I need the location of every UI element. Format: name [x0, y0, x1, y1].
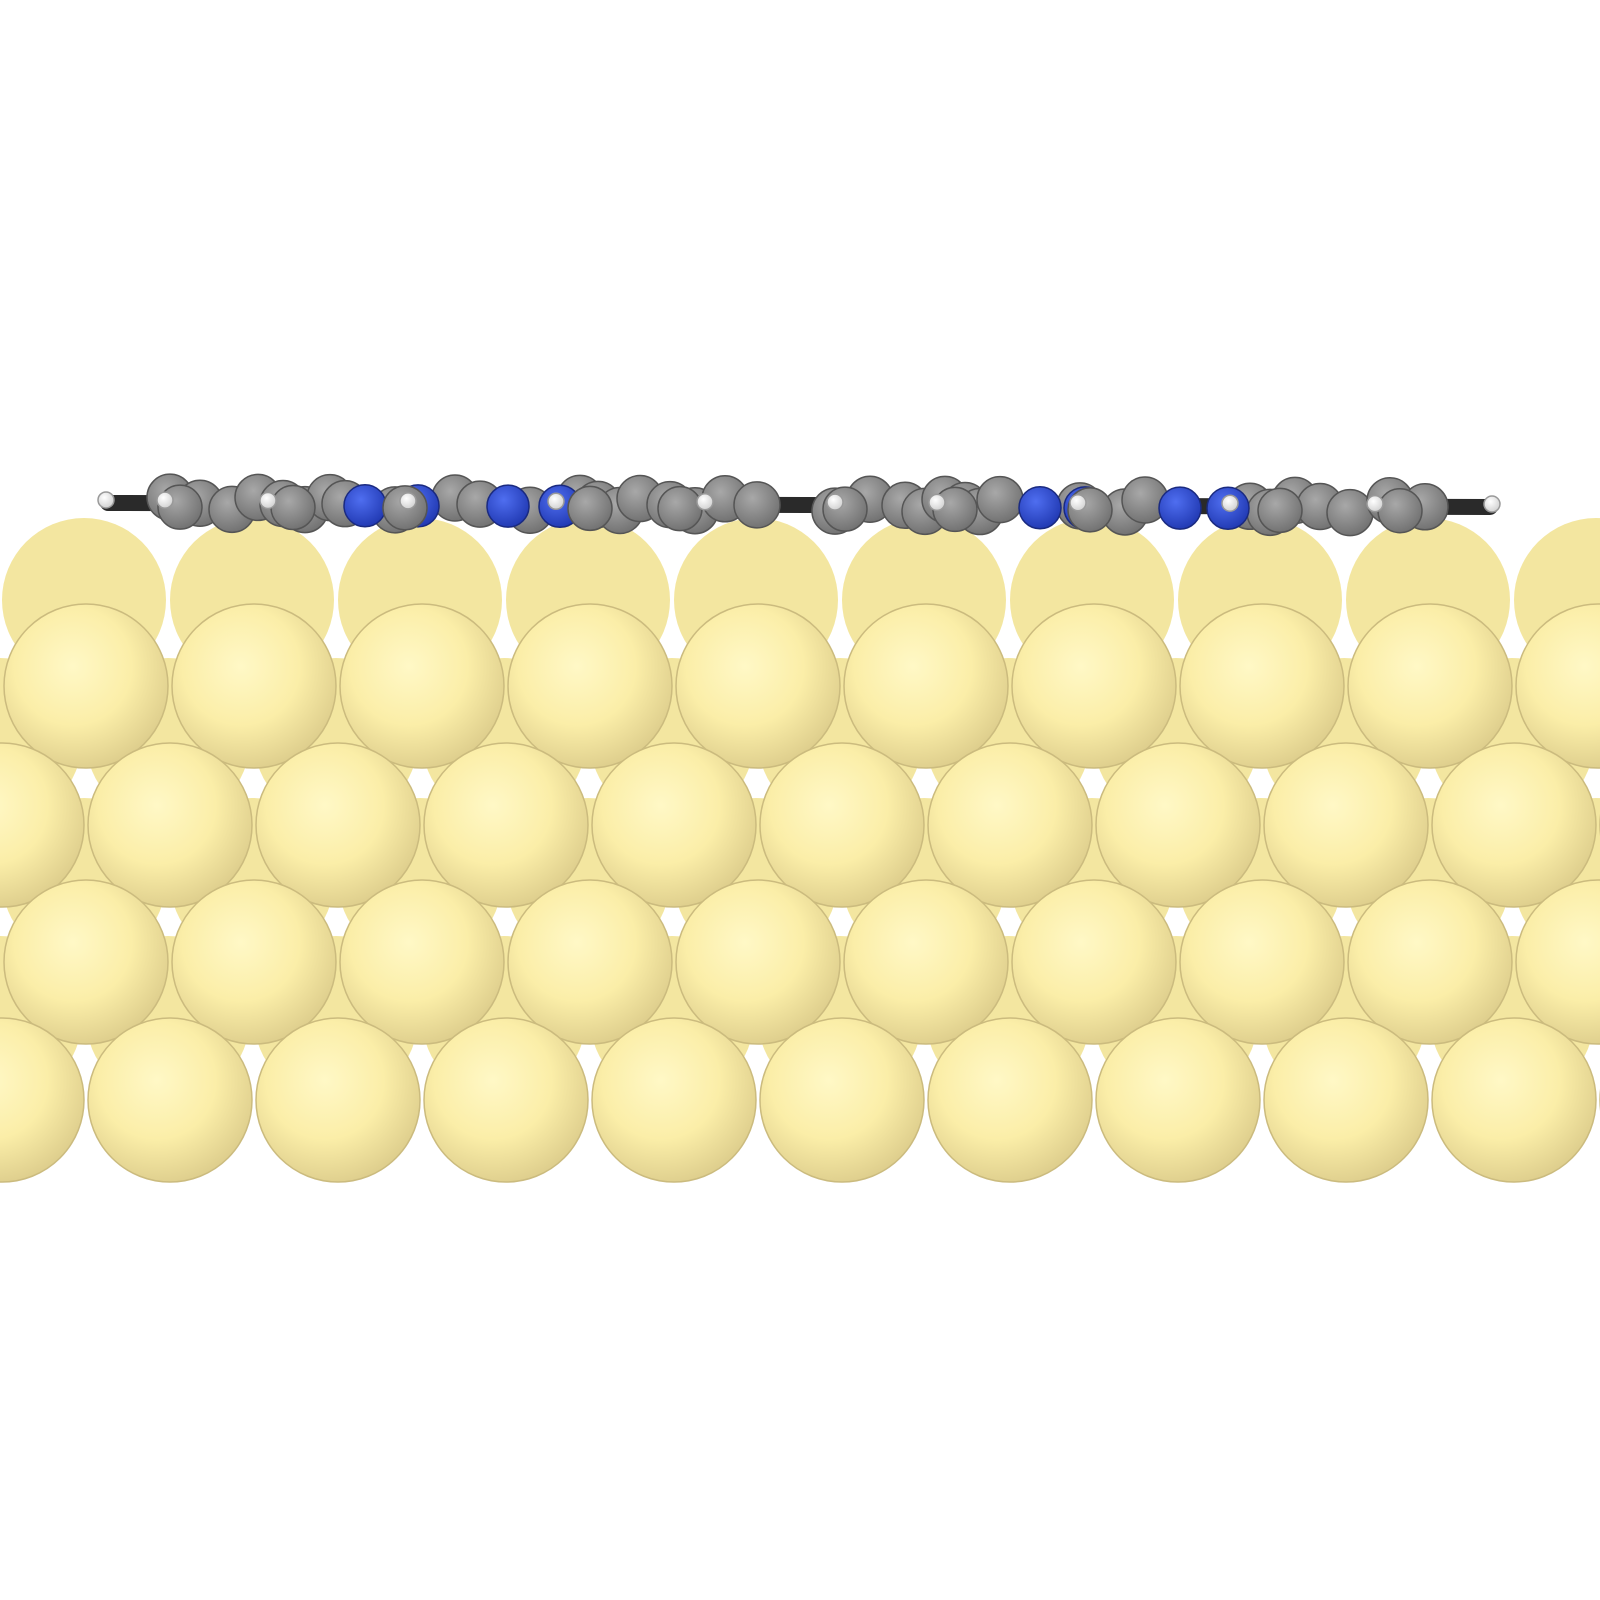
- gold-atom: [591, 742, 757, 908]
- gold-atom: [423, 1017, 589, 1183]
- nitrogen-atom: [1158, 486, 1202, 530]
- gold-atom: [171, 603, 337, 769]
- nitrogen-atom: [486, 484, 530, 528]
- gold-atom: [3, 603, 169, 769]
- carbon-atom: [822, 486, 868, 532]
- gold-atom: [1515, 879, 1600, 1045]
- hydrogen-atom: [1366, 494, 1384, 513]
- hydrogen-atom: [928, 493, 946, 512]
- gold-atom: [1011, 879, 1177, 1045]
- gold-atom: [1179, 879, 1345, 1045]
- gold-atom: [843, 879, 1009, 1045]
- molecule-atoms: [97, 473, 1501, 537]
- gold-atom: [0, 1017, 85, 1183]
- gold-atom: [1095, 1017, 1261, 1183]
- carbon-atom: [657, 485, 703, 532]
- hydrogen-atom: [1483, 495, 1501, 513]
- gold-atom: [1263, 742, 1429, 908]
- gold-atom: [675, 879, 841, 1045]
- gold-surface-slab: [0, 518, 1600, 1183]
- gold-atom: [3, 879, 169, 1045]
- gold-atom: [87, 1017, 253, 1183]
- hydrogen-atom: [1069, 494, 1087, 512]
- carbon-atom: [270, 484, 316, 531]
- gold-atom: [1347, 603, 1513, 769]
- gold-atom: [507, 879, 673, 1045]
- carbon-atom: [567, 485, 613, 532]
- gold-atom: [927, 742, 1093, 908]
- gold-atom: [507, 603, 673, 769]
- gold-atom: [759, 742, 925, 908]
- adsorbed-molecule: [97, 473, 1501, 537]
- hydrogen-atom: [826, 493, 844, 511]
- carbon-atom: [1326, 488, 1374, 537]
- hydrogen-atom: [547, 492, 565, 511]
- gold-atom: [759, 1017, 925, 1183]
- gold-atom: [171, 879, 337, 1045]
- nitrogen-atom: [1018, 485, 1062, 530]
- gold-atom: [843, 603, 1009, 769]
- gold-atom: [423, 742, 589, 908]
- gold-atom: [927, 1017, 1093, 1183]
- gold-atom: [87, 742, 253, 908]
- gold-atom: [1515, 603, 1600, 769]
- gold-atom: [339, 603, 505, 769]
- hydrogen-atom: [97, 491, 115, 509]
- carbon-atom: [1257, 487, 1303, 534]
- gold-atom: [255, 742, 421, 908]
- hydrogen-atom: [156, 491, 174, 509]
- gold-atom: [1347, 879, 1513, 1045]
- carbon-atom: [976, 475, 1024, 524]
- gold-atom: [1431, 1017, 1597, 1183]
- gold-atom: [591, 1017, 757, 1183]
- gold-atom: [675, 603, 841, 769]
- gold-atom: [0, 742, 85, 908]
- gold-atom: [1263, 1017, 1429, 1183]
- hydrogen-atom: [259, 491, 277, 510]
- carbon-atom: [1377, 487, 1423, 534]
- gold-atom: [1431, 742, 1597, 908]
- gold-atom: [1011, 603, 1177, 769]
- hydrogen-atom: [399, 492, 417, 510]
- gold-atom: [255, 1017, 421, 1183]
- hydrogen-atom: [696, 492, 714, 511]
- hydrogen-atom: [1221, 494, 1239, 512]
- gold-atom: [339, 879, 505, 1045]
- gold-atom: [1179, 603, 1345, 769]
- carbon-atom: [733, 481, 781, 529]
- nitrogen-atom: [343, 483, 387, 528]
- gold-atom: [1095, 742, 1261, 908]
